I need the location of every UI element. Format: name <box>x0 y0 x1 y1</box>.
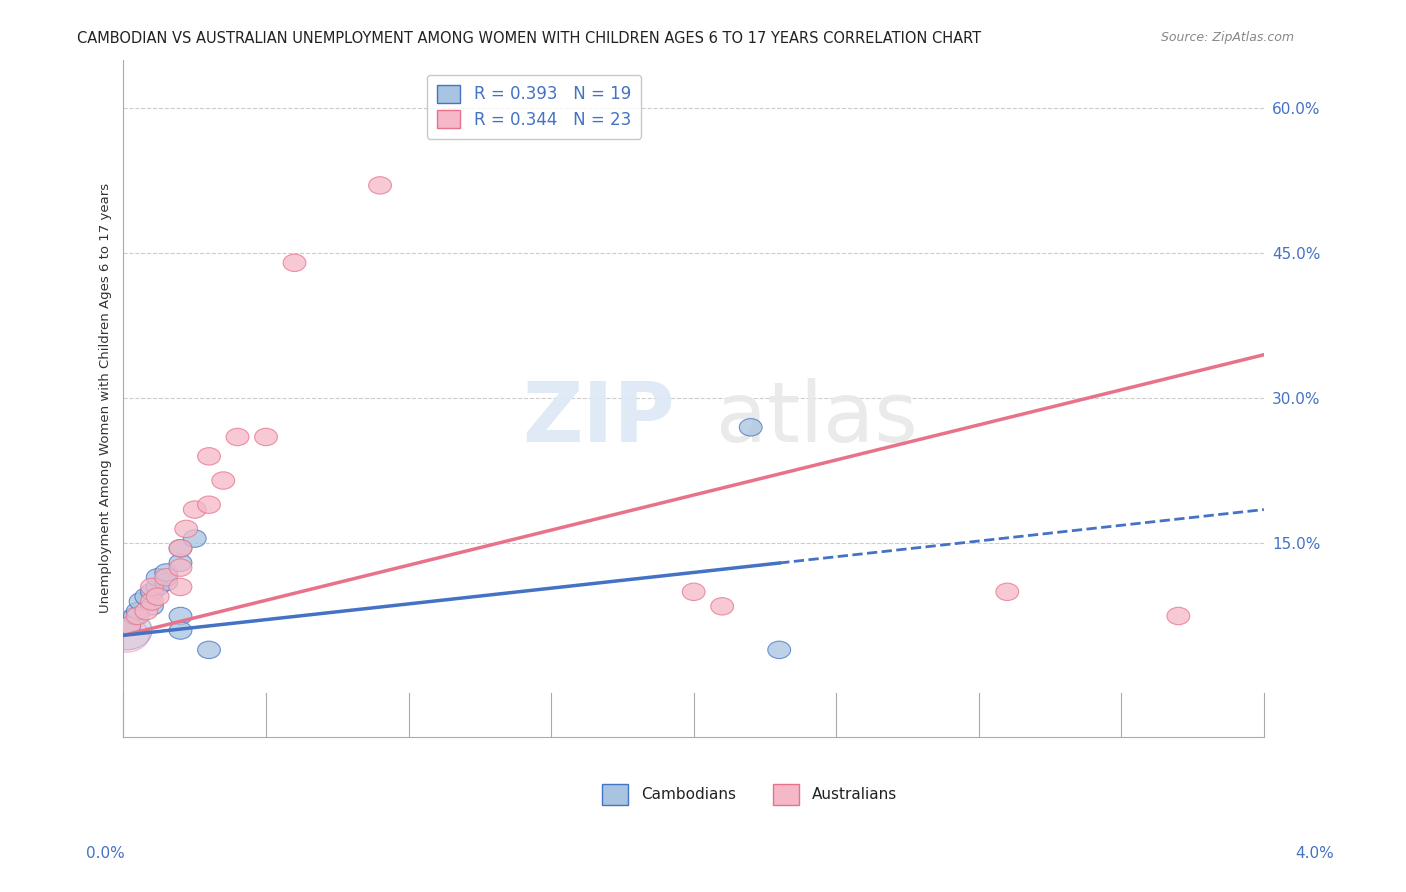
Text: 0.0%: 0.0% <box>86 847 125 861</box>
Ellipse shape <box>155 574 177 591</box>
Ellipse shape <box>169 578 191 596</box>
Text: Source: ZipAtlas.com: Source: ZipAtlas.com <box>1160 31 1294 45</box>
Ellipse shape <box>995 583 1019 600</box>
Ellipse shape <box>169 554 191 572</box>
Ellipse shape <box>768 641 790 658</box>
Text: atlas: atlas <box>717 378 918 459</box>
Ellipse shape <box>146 568 169 586</box>
Ellipse shape <box>169 559 191 576</box>
Text: ZIP: ZIP <box>523 378 675 459</box>
FancyBboxPatch shape <box>602 784 627 805</box>
Ellipse shape <box>198 641 221 658</box>
Ellipse shape <box>368 177 391 194</box>
Ellipse shape <box>141 578 163 596</box>
Ellipse shape <box>283 254 307 271</box>
Ellipse shape <box>682 583 704 600</box>
Ellipse shape <box>101 611 152 650</box>
Ellipse shape <box>183 500 207 518</box>
Ellipse shape <box>169 607 191 624</box>
Legend: R = 0.393   N = 19, R = 0.344   N = 23: R = 0.393 N = 19, R = 0.344 N = 23 <box>427 75 641 139</box>
Text: CAMBODIAN VS AUSTRALIAN UNEMPLOYMENT AMONG WOMEN WITH CHILDREN AGES 6 TO 17 YEAR: CAMBODIAN VS AUSTRALIAN UNEMPLOYMENT AMO… <box>77 31 981 46</box>
Ellipse shape <box>198 496 221 514</box>
Text: 4.0%: 4.0% <box>1295 847 1334 861</box>
Y-axis label: Unemployment Among Women with Children Ages 6 to 17 years: Unemployment Among Women with Children A… <box>100 183 112 614</box>
Ellipse shape <box>135 602 157 620</box>
Ellipse shape <box>118 617 141 634</box>
Ellipse shape <box>129 593 152 610</box>
Ellipse shape <box>711 598 734 615</box>
Ellipse shape <box>169 540 191 557</box>
Ellipse shape <box>183 530 207 548</box>
Ellipse shape <box>141 593 163 610</box>
Text: Cambodians: Cambodians <box>641 787 737 802</box>
Ellipse shape <box>212 472 235 489</box>
Ellipse shape <box>141 583 163 600</box>
Ellipse shape <box>127 607 149 624</box>
Ellipse shape <box>155 568 177 586</box>
Ellipse shape <box>169 540 191 557</box>
Ellipse shape <box>226 428 249 446</box>
Text: Australians: Australians <box>813 787 897 802</box>
Ellipse shape <box>1167 607 1189 624</box>
Ellipse shape <box>135 588 157 606</box>
Ellipse shape <box>198 448 221 465</box>
Ellipse shape <box>146 578 169 596</box>
FancyBboxPatch shape <box>773 784 799 805</box>
Ellipse shape <box>124 607 146 624</box>
Ellipse shape <box>740 418 762 436</box>
Ellipse shape <box>127 602 149 620</box>
Ellipse shape <box>169 622 191 640</box>
Ellipse shape <box>146 588 169 606</box>
Ellipse shape <box>174 520 198 538</box>
Ellipse shape <box>104 618 149 652</box>
Ellipse shape <box>254 428 277 446</box>
Ellipse shape <box>141 598 163 615</box>
Ellipse shape <box>118 617 141 634</box>
Ellipse shape <box>155 564 177 582</box>
